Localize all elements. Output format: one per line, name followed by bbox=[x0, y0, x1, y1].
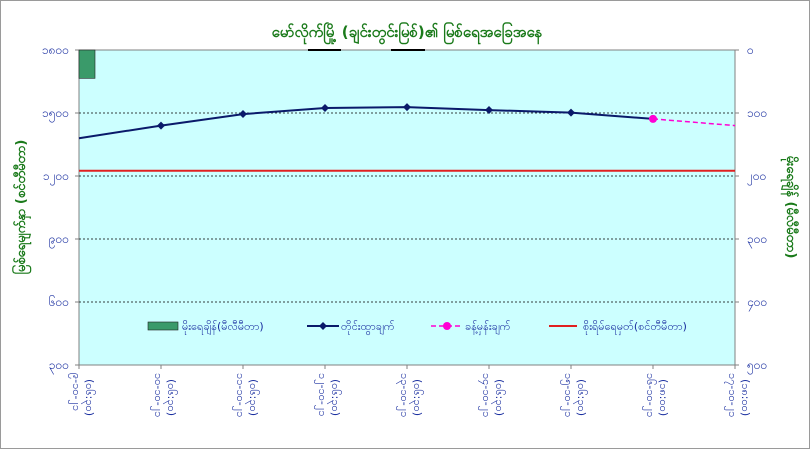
right-tick-label: ၂၀၀ bbox=[747, 169, 766, 186]
x-tick-label: ၉-၁၀-၂၁ (၀၆:၃၀) bbox=[68, 373, 96, 416]
legend-label: တိုင်းထွာချက် bbox=[341, 320, 395, 335]
legend-item: မိုးရေချိန်(မီလီမီတာ) bbox=[147, 320, 264, 335]
observed-line bbox=[78, 106, 654, 140]
legend-marker bbox=[443, 322, 451, 330]
x-tick-date: ၁၅-၁၀-၂၁ bbox=[560, 373, 575, 417]
x-tick-date: ၁၀-၁၀-၂၁ bbox=[150, 373, 165, 417]
observed-point bbox=[403, 103, 411, 112]
right-tick-label: ၀ bbox=[747, 43, 754, 57]
x-tick-time: (၀၆:၃၀) bbox=[491, 379, 506, 416]
legend-label: စိုးရိမ်ရေမှတ်(စင်တီမီတာ) bbox=[583, 320, 687, 335]
right-tick-label: ၃၀၀ bbox=[747, 232, 767, 249]
x-tick-label: ၁၃-၁၀-၂၁ (၀၆:၃၀) bbox=[396, 373, 424, 417]
x-tick-time: (၁၈:၀၀) bbox=[657, 379, 670, 416]
x-tick-label: ၁၆-၁၀-၂၁ (၁၈:၀၀) bbox=[642, 373, 670, 417]
x-tick-date: ၁၄-၁၀-၂၁ bbox=[478, 373, 493, 417]
observed-point bbox=[239, 110, 247, 119]
right-tick-label: ၅၀၀ bbox=[747, 358, 767, 375]
gridlines bbox=[79, 112, 735, 303]
y-axis-label-right: မိုးရေချိန် (မီလီမီတာ) bbox=[780, 156, 800, 259]
left-tick-label: ၁၂၀၀ bbox=[43, 169, 69, 186]
x-tick-date: ၁၃-၁၀-၂၁ bbox=[396, 373, 411, 417]
chart-title: မော်လိုက်မြို့ (ချင်းတွင်းမြစ်)၏ မြစ်ရေအ… bbox=[272, 21, 543, 45]
x-tick-label: ၁၄-၁၀-၂၁ (၀၆:၃၀) bbox=[478, 373, 506, 417]
legend-item: တိုင်းထွာချက် bbox=[307, 320, 395, 335]
left-tick-label: ၉၀၀ bbox=[49, 232, 69, 249]
x-tick-label: ၁၇-၁၀-၂၁ (၁၈:၀၀) bbox=[724, 373, 752, 417]
legend: မိုးရေချိန်(မီလီမီတာ) တိုင်းထွာချက် ခန့်မှ… bbox=[147, 320, 687, 335]
observed-point bbox=[157, 121, 165, 130]
forecast-point bbox=[649, 114, 657, 123]
x-tick-date: ၁၇-၁၀-၂၁ bbox=[724, 373, 739, 417]
rainfall-bar bbox=[78, 49, 96, 79]
x-tick-label: ၁၁-၁၀-၂၁ (၀၆:၃၀) bbox=[232, 373, 260, 417]
x-tick-date: ၁၁-၁၀-၂၁ bbox=[232, 373, 247, 417]
right-tick-label: ၄၀၀ bbox=[747, 295, 767, 312]
legend-label: မိုးရေချိန်(မီလီမီတာ) bbox=[182, 320, 264, 335]
observed-point bbox=[321, 103, 329, 112]
x-tick-time: (၁၈:၀၀) bbox=[739, 379, 752, 416]
x-tick-time: (၀၆:၃၀) bbox=[327, 379, 342, 416]
x-tick-time: (၀၆:၃၀) bbox=[81, 379, 96, 416]
observed-point bbox=[567, 108, 575, 117]
x-tick-label: ၁၀-၁၀-၂၁ (၀၆:၃၀) bbox=[150, 373, 178, 417]
left-tick-label: ၆၀၀ bbox=[49, 294, 69, 309]
y-axis-label-left: မြစ်ရေမျက်နှာ (စင်တီမီတာ) bbox=[11, 140, 32, 275]
left-tick-label: ၁၅၀၀ bbox=[42, 106, 69, 123]
x-axis-ticks: ၉-၁၀-၂၁ (၀၆:၃၀) ၁၀-၁၀-၂၁ (၀၆:၃၀) ၁၁-၁၀-၂၁ (၀၆… bbox=[68, 365, 752, 417]
forecast-line bbox=[652, 118, 736, 127]
x-tick-time: (၀၆:၃၀) bbox=[245, 379, 260, 416]
left-tick-label: ၁၈၀၀ bbox=[42, 43, 69, 57]
legend-item: ခန့်မှန်းချက် bbox=[431, 320, 511, 335]
x-tick-label: ၁၂-၁၀-၂၁ (၀၆:၃၀) bbox=[314, 373, 342, 417]
series-marks bbox=[78, 49, 736, 172]
x-tick-date: ၉-၁၀-၂၁ bbox=[68, 373, 83, 411]
x-tick-time: (၀၆:၃၀) bbox=[409, 379, 424, 416]
legend-label: ခန့်မှန်းချက် bbox=[465, 320, 511, 335]
x-tick-date: ၁၆-၁၀-၂၁ bbox=[642, 373, 657, 417]
left-axis-ticks: ၃၀၀ ၆၀၀ ၉၀၀ ၁၂၀၀ ၁၅၀၀ ၁၈၀၀ bbox=[42, 43, 79, 375]
left-tick-label: ၃၀၀ bbox=[49, 358, 69, 375]
right-tick-label: ၁၀၀ bbox=[747, 106, 767, 120]
x-tick-label: ၁၅-၁၀-၂၁ (၀၆:၃၀) bbox=[560, 373, 588, 417]
legend-swatch bbox=[147, 321, 179, 331]
legend-item: စိုးရိမ်ရေမှတ်(စင်တီမီတာ) bbox=[549, 320, 687, 335]
x-tick-time: (၀၆:၃၀) bbox=[163, 379, 178, 416]
x-tick-date: ၁၂-၁၀-၂၁ bbox=[314, 373, 329, 417]
plot-area bbox=[78, 49, 736, 366]
x-tick-time: (၀၆:၃၀) bbox=[573, 379, 588, 416]
legend-marker bbox=[319, 322, 327, 330]
observed-point bbox=[485, 106, 493, 115]
